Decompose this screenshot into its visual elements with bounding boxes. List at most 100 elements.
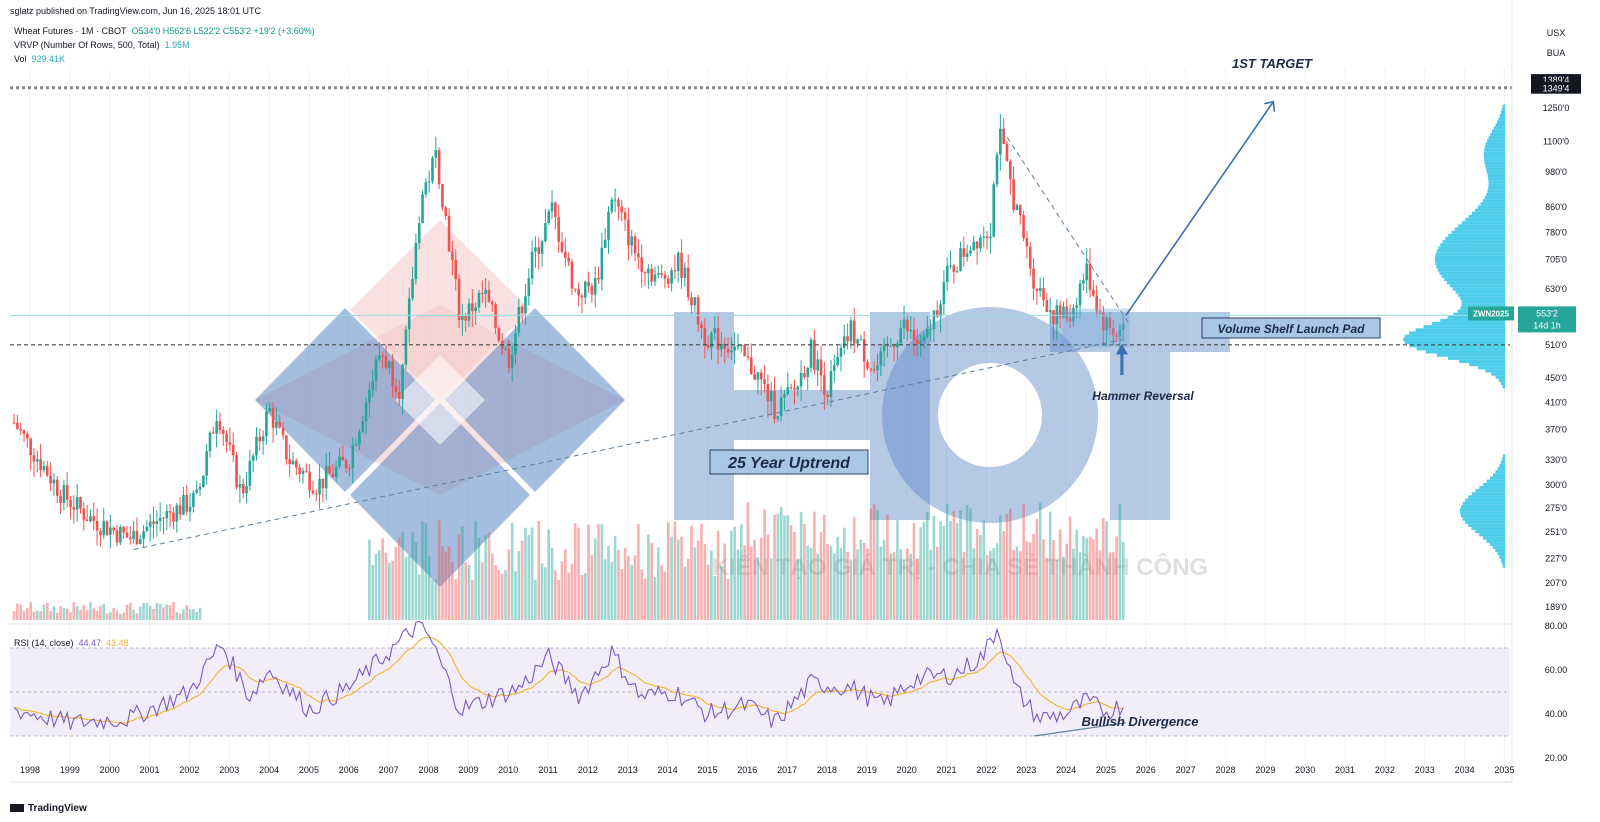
volume-bar: [444, 551, 448, 620]
candle-body: [112, 527, 115, 531]
volume-bar: [999, 515, 1002, 620]
volume-profile-bar: [1435, 262, 1505, 266]
volume-profile-bar: [1435, 259, 1505, 263]
current-symbol-badge: [1468, 306, 1514, 321]
tradingview-brand[interactable]: TradingView: [10, 803, 87, 814]
volume-bar: [663, 571, 667, 620]
volume-bar: [753, 539, 756, 620]
volume-bar: [726, 578, 730, 620]
volume-profile-bar: [1492, 473, 1505, 477]
volume-bar: [371, 564, 375, 620]
candle-body: [573, 288, 577, 290]
volume-bar: [26, 608, 29, 620]
candle-body: [603, 239, 607, 248]
annotation-hammer: Hammer Reversal: [1092, 389, 1194, 403]
candle-body: [1042, 288, 1045, 300]
symbol-legend[interactable]: Wheat Futures · 1M · CBOT O534'0 H562'6 …: [14, 26, 315, 36]
candle-body: [218, 421, 222, 430]
candle-body: [504, 348, 507, 350]
volume-profile-bar: [1403, 337, 1505, 341]
volume-profile-bar: [1502, 104, 1505, 108]
candle-body: [686, 267, 690, 298]
candle-body: [36, 459, 39, 462]
candle-body: [593, 278, 597, 295]
candle-body: [487, 289, 491, 302]
candle-body: [175, 505, 179, 522]
candle-body: [135, 530, 139, 545]
candle-body: [733, 346, 736, 351]
candle-body: [258, 436, 262, 442]
volume-bar: [650, 542, 653, 620]
vol-legend[interactable]: Vol 929.41K: [14, 54, 65, 64]
volume-bar: [19, 604, 23, 620]
candle-body: [69, 499, 72, 508]
vrvp-legend[interactable]: VRVP (Number Of Rows, 500, Total) 1.95M: [14, 40, 190, 50]
volume-bar: [1005, 513, 1009, 620]
volume-bar: [567, 572, 570, 620]
volume-bar: [122, 612, 125, 620]
downtrend-line: [1001, 129, 1131, 326]
candle-body: [208, 432, 212, 452]
volume-profile-bar: [1460, 508, 1505, 512]
volume-profile-bar: [1498, 117, 1505, 121]
volume-bar: [756, 557, 760, 620]
volume-profile-bar: [1441, 274, 1505, 278]
volume-bar: [520, 540, 524, 620]
volume-profile-bar: [1484, 195, 1505, 200]
candle-body: [148, 521, 152, 527]
candle-body: [202, 475, 205, 487]
volume-bar: [849, 559, 853, 620]
volume-bar: [969, 508, 972, 620]
candle-body: [1048, 310, 1052, 313]
rsi-legend[interactable]: RSI (14, close) 44.47 43.48: [14, 638, 129, 648]
volume-bar: [935, 546, 939, 620]
volume-bar: [929, 549, 932, 620]
candle-body: [570, 261, 574, 289]
volume-bar: [437, 520, 441, 620]
candle-body: [318, 478, 321, 495]
time-tick-label: 2010: [498, 765, 518, 775]
volume-profile-bar: [1484, 161, 1505, 165]
candle-body: [119, 526, 122, 543]
candle-body: [421, 194, 424, 224]
volume-bar: [374, 554, 378, 620]
time-tick-label: 2023: [1016, 765, 1036, 775]
volume-bar: [564, 549, 567, 620]
candle-body: [1108, 317, 1112, 329]
candle-body: [1068, 318, 1072, 322]
volume-bar: [869, 508, 873, 620]
candle-body: [62, 485, 66, 503]
volume-bar: [89, 602, 92, 620]
annotation-launch-pad-box: [1201, 317, 1381, 339]
volume-profile-bar: [1480, 202, 1505, 206]
candle-body: [1045, 299, 1049, 313]
volume-bar: [696, 540, 700, 620]
volume-bar: [896, 520, 899, 620]
candle-body: [826, 394, 829, 397]
candle-body: [657, 272, 660, 275]
volume-bar: [1118, 503, 1122, 620]
price-tick-label: 780'0: [1545, 228, 1567, 238]
volume-bar: [955, 523, 959, 620]
drawing-overlays: 1ST TARGET Volume Shelf Launch Pad Hammer …: [10, 56, 1540, 551]
volume-bar: [939, 520, 942, 620]
rsi-pane: Bullish Divergence: [10, 621, 1510, 737]
candle-body: [381, 355, 384, 357]
volume-profile-bar: [1465, 520, 1505, 524]
volume-profile-bar: [1488, 186, 1505, 190]
volume-bar: [427, 556, 431, 620]
volume-bar: [12, 611, 16, 620]
candle-body: [799, 373, 803, 387]
volume-bar: [899, 549, 903, 620]
volume-bar: [1042, 539, 1045, 620]
price-axis-bg: [1512, 0, 1600, 822]
volume-bar: [783, 515, 786, 620]
volume-profile-bar: [1465, 498, 1505, 502]
candle-body: [311, 490, 315, 494]
volume-bar: [862, 542, 866, 620]
candle-body: [378, 355, 381, 360]
volume-profile-bar: [1461, 303, 1505, 307]
time-tick-label: 2033: [1415, 765, 1435, 775]
candle-body: [1111, 328, 1115, 336]
